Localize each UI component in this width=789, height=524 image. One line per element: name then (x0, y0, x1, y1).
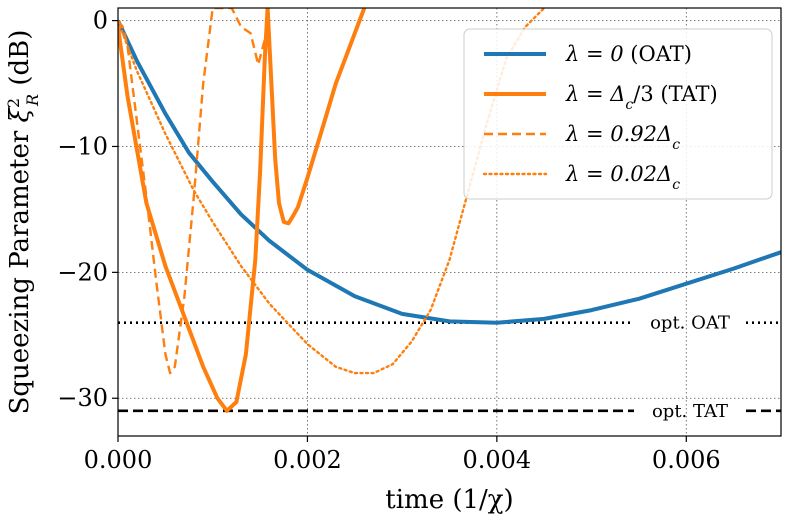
reference-lines: opt. OAT opt. TAT (118, 313, 781, 422)
legend-label: λ = 0.92Δc (565, 122, 680, 153)
series-line-1 (118, 8, 270, 413)
x-tick-label: 0.006 (652, 446, 721, 474)
x-tick-label: 0.002 (273, 446, 342, 474)
y-axis-label-unit: (dB) (5, 30, 35, 94)
legend-box (463, 28, 773, 200)
series-line-0 (118, 19, 781, 325)
series-line-1 (265, 8, 367, 226)
series-layer (118, 8, 781, 413)
legend-label: λ = 0.02Δc (565, 162, 680, 193)
ticks: 0.000 0.002 0.004 0.006 0 −10 −20 −30 (57, 7, 720, 474)
y-tick-label: −30 (57, 384, 108, 412)
y-tick-label: 0 (93, 7, 108, 35)
y-tick-label: −10 (57, 132, 108, 160)
x-tick-label: 0.004 (462, 446, 531, 474)
y-axis-label: Squeezing Parameter ξ2R (dB) (4, 30, 42, 415)
axes-frame (117, 7, 782, 437)
legend-items: λ = 0 (OAT) λ = Δc/3 (TAT) λ = 0.92Δc λ = 0… (482, 42, 718, 193)
y-axis-label-sup: 2 (4, 98, 23, 108)
reference-line-label: opt. OAT (650, 313, 730, 334)
legend-label: λ = Δc/3 (TAT) (565, 82, 718, 113)
series-line-2 (118, 8, 271, 375)
y-axis-label-sub: R (23, 94, 42, 107)
y-axis-label-text: Squeezing Parameter (5, 122, 35, 414)
legend-label: λ = 0 (OAT) (565, 42, 692, 66)
y-axis-label-symbol: ξ (5, 106, 35, 122)
x-tick-label: 0.000 (84, 446, 153, 474)
x-axis-label: time (1/χ) (385, 485, 513, 515)
reference-line-label: opt. TAT (652, 401, 728, 422)
legend: λ = 0 (OAT) λ = Δc/3 (TAT) λ = 0.92Δc λ = 0… (463, 28, 773, 200)
y-tick-label: −20 (57, 258, 108, 286)
